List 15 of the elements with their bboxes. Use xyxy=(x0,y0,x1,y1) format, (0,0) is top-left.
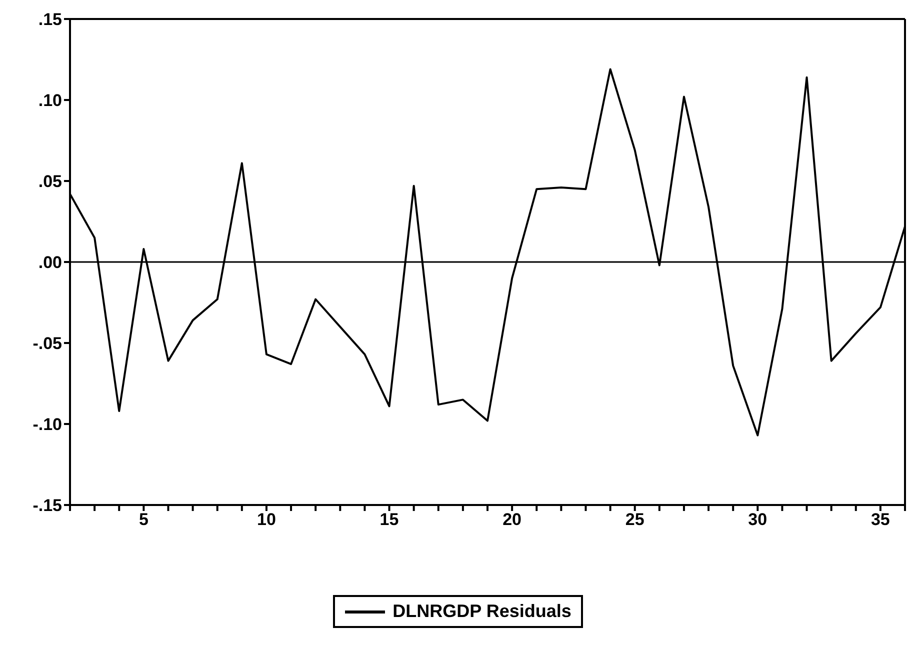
x-tick-label: 5 xyxy=(138,510,148,530)
y-tick-label: -.05 xyxy=(32,334,62,354)
y-tick-label: .05 xyxy=(38,172,62,192)
x-tick-label: 10 xyxy=(257,510,276,530)
y-tick-label: .15 xyxy=(38,10,62,30)
y-tick-label: .10 xyxy=(38,91,62,110)
x-tick-label: 20 xyxy=(502,510,522,530)
y-tick-label: -.10 xyxy=(32,415,62,434)
x-tick-label: 35 xyxy=(870,510,890,530)
legend-label: DLNRGDP Residuals xyxy=(392,601,572,622)
x-tick-label: 25 xyxy=(625,510,644,530)
x-tick-label: 30 xyxy=(748,510,768,530)
y-tick-label: .00 xyxy=(38,253,62,272)
y-tick-label: -.15 xyxy=(32,496,62,516)
x-tick-label: 15 xyxy=(380,510,399,530)
